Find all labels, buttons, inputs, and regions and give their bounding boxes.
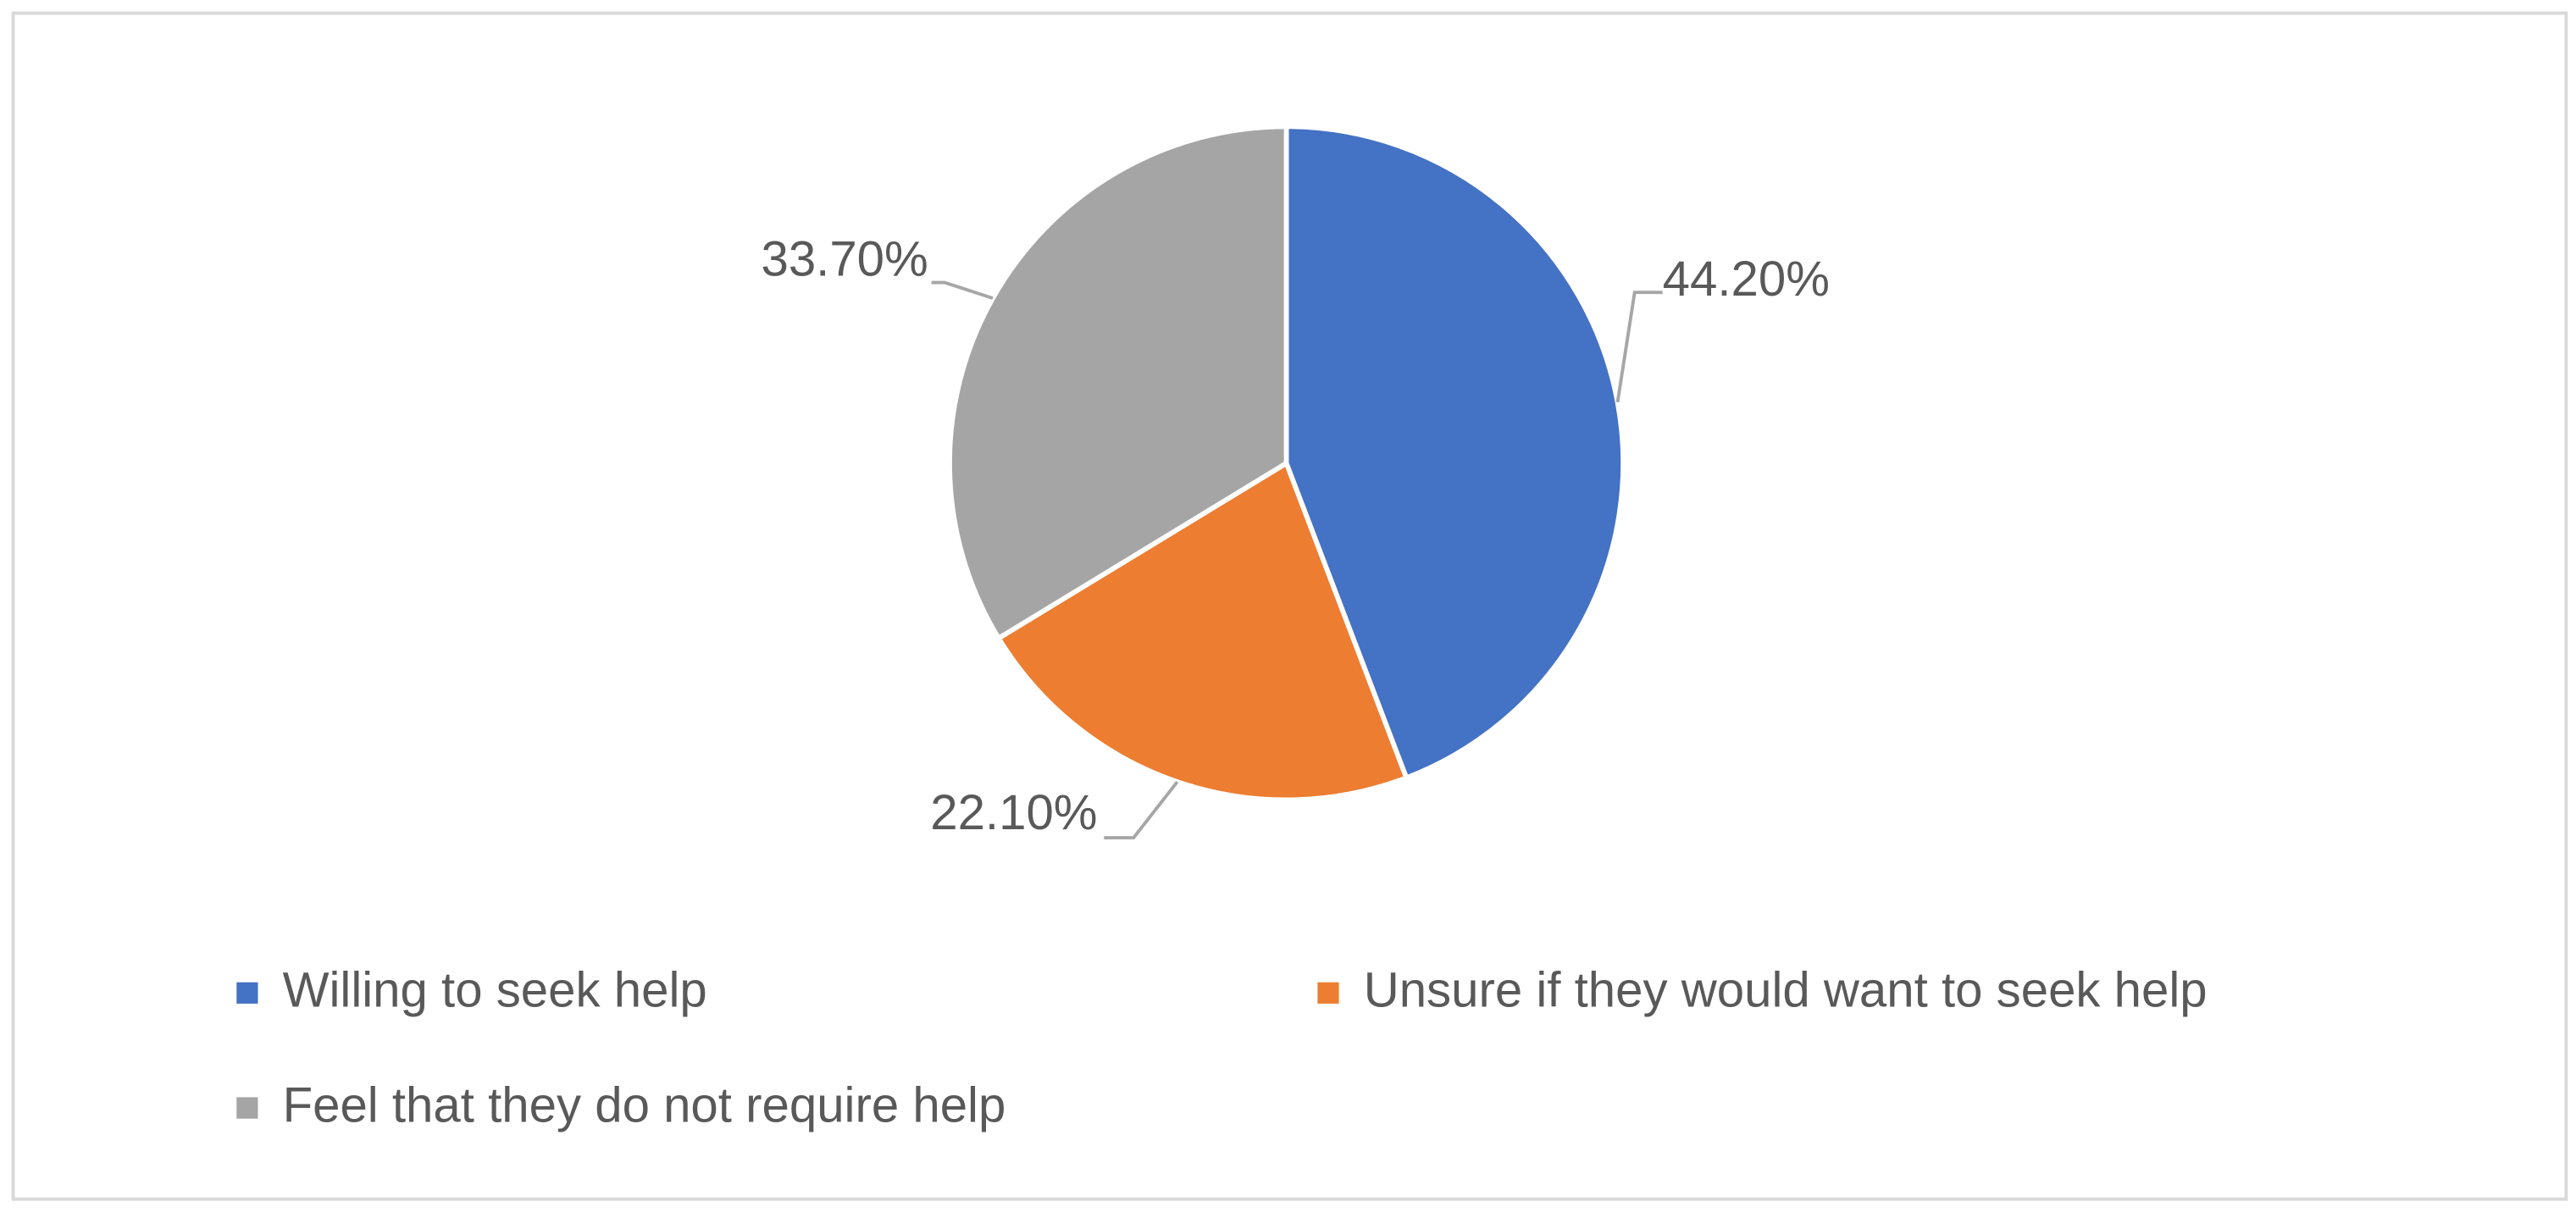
legend-label: Willing to seek help (283, 963, 707, 1018)
data-label: 33.70% (761, 232, 928, 287)
leader-line (931, 280, 994, 300)
pie-slice (994, 459, 1410, 803)
pie-slice (947, 124, 1289, 642)
legend-swatch (236, 982, 258, 1004)
leader-line (1104, 780, 1179, 839)
pie-slice (1283, 124, 1626, 782)
legend-label: Unsure if they would want to seek help (1364, 963, 2208, 1018)
legend-swatch (236, 1097, 258, 1119)
data-label: 44.20% (1663, 252, 1830, 307)
data-label: 22.10% (930, 785, 1097, 840)
legend-swatch (1317, 982, 1339, 1004)
leader-line (1615, 291, 1663, 403)
legend-label: Feel that they do not require help (283, 1077, 1006, 1132)
